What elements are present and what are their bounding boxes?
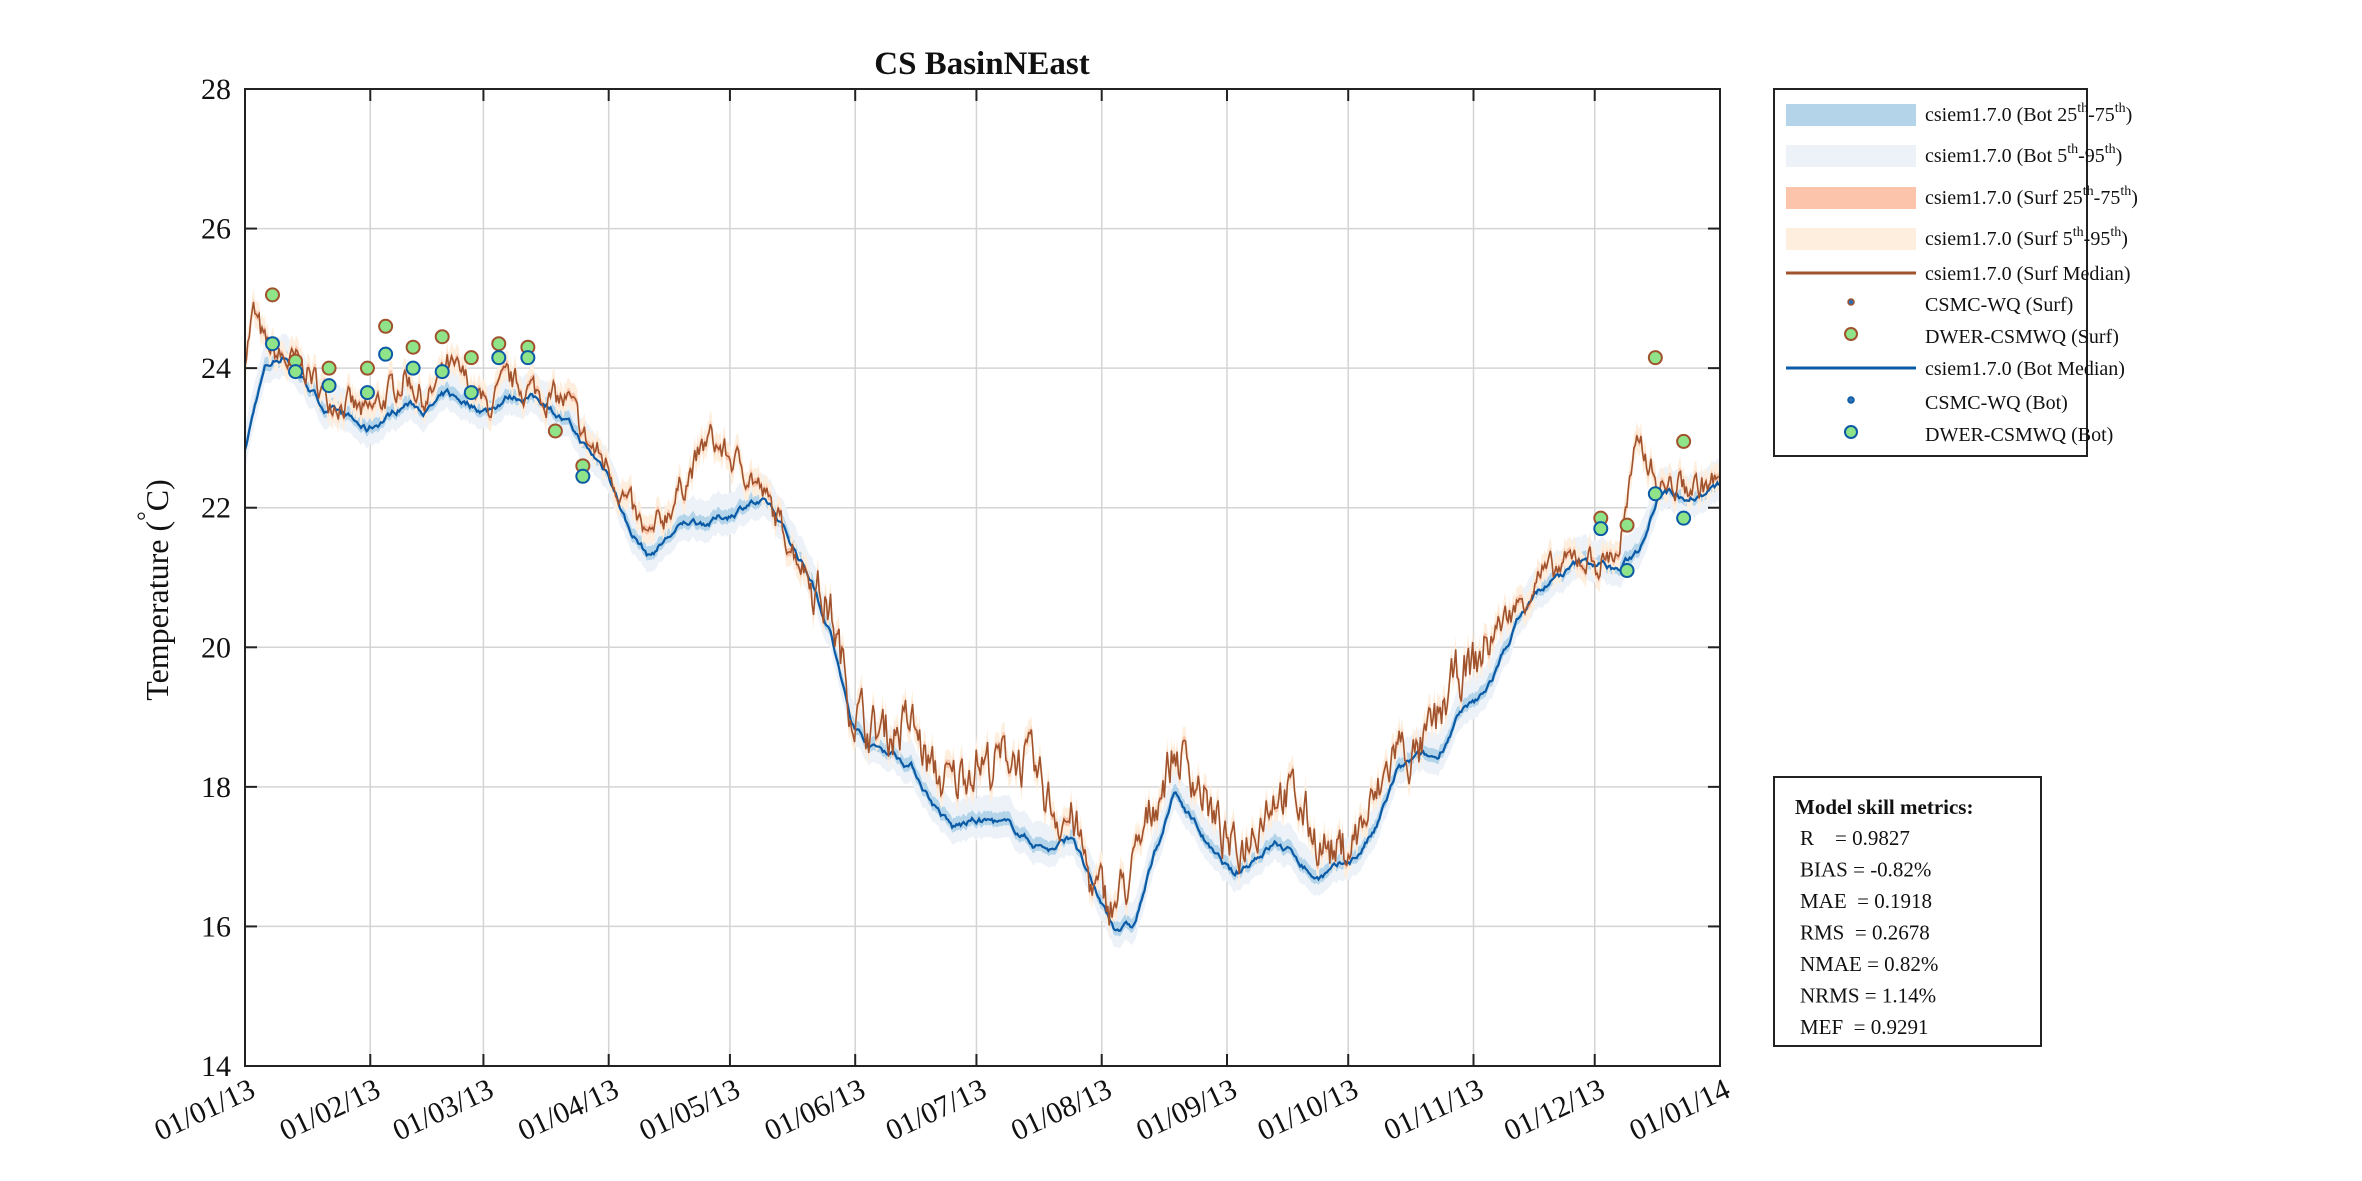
legend-marker: [1847, 298, 1855, 306]
dwer-surf-point: [378, 318, 394, 334]
legend-swatch: [1786, 104, 1916, 126]
legend-label: CSMC-WQ (Bot): [1925, 392, 2068, 414]
metric-line: NRMS = 1.14%: [1800, 984, 1936, 1008]
dwer-bot-point: [359, 385, 375, 401]
y-tick-label: 16: [201, 910, 231, 943]
dwer-bot-point: [405, 360, 421, 376]
metrics-box: Model skill metrics: R = 0.9827 BIAS = -0…: [1773, 776, 2042, 1047]
metrics-title: Model skill metrics:: [1795, 795, 1973, 819]
dwer-surf-point: [491, 336, 507, 352]
dwer-bot-point: [520, 350, 536, 366]
y-tick-label: 20: [201, 631, 231, 664]
dwer-bot-point: [1647, 486, 1663, 502]
metric-line: NMAE = 0.82%: [1800, 952, 1938, 976]
dwer-bot-point: [491, 350, 507, 366]
y-tick-label: 14: [201, 1050, 231, 1083]
y-tick-label: 28: [201, 73, 231, 106]
legend-swatch: [1786, 228, 1916, 250]
dwer-bot-point: [463, 385, 479, 401]
metric-line: RMS = 0.2678: [1800, 921, 1930, 945]
legend-label: DWER-CSMWQ (Surf): [1925, 326, 2119, 348]
dwer-bot-point: [434, 364, 450, 380]
bot-25-75-band: [245, 349, 1719, 937]
y-tick-label: 18: [201, 771, 231, 804]
dwer-surf-point: [1619, 517, 1635, 533]
metric-line: BIAS = -0.82%: [1800, 858, 1931, 882]
dwer-bot-point: [575, 468, 591, 484]
dwer-surf-point: [1647, 350, 1663, 366]
plot-axes-box: [244, 88, 1721, 1067]
dwer-surf-point: [1676, 433, 1692, 449]
legend-swatch: [1786, 187, 1916, 209]
metric-line: R = 0.9827: [1800, 826, 1910, 850]
legend-item: csiem1.7.0 (Surf Median): [1786, 263, 2131, 285]
legend-label: csiem1.7.0 (Surf 25th-75th): [1925, 184, 2138, 209]
legend-item: csiem1.7.0 (Surf 5th-95th): [1786, 225, 2128, 250]
dwer-bot-point: [1676, 510, 1692, 526]
legend-label: CSMC-WQ (Surf): [1925, 294, 2073, 316]
dwer-bot-point: [264, 336, 280, 352]
y-axis-ticks: 14 16 18 20 22 24 26 28: [201, 73, 1720, 1083]
observation-points: [264, 287, 1692, 579]
y-axis-label: Temperature (°C): [134, 479, 175, 700]
dwer-bot-point: [1593, 521, 1609, 537]
dwer-surf-point: [359, 360, 375, 376]
dwer-bot-point: [378, 346, 394, 362]
legend-item: csiem1.7.0 (Bot 5th-95th): [1786, 142, 2122, 167]
chart-title: CS BasinNEast: [874, 46, 1089, 82]
dwer-surf-point: [547, 423, 563, 439]
legend: csiem1.7.0 (Bot 25th-75th) csiem1.7.0 (Bo…: [1773, 88, 2138, 457]
bot-median-line: [243, 356, 1720, 933]
legend-swatch: [1786, 145, 1916, 167]
legend-item: CSMC-WQ (Bot): [1847, 392, 2068, 414]
dwer-surf-point: [321, 360, 337, 376]
dwer-bot-point: [1619, 563, 1635, 579]
metric-line: MAE = 0.1918: [1800, 889, 1932, 913]
legend-item: csiem1.7.0 (Bot Median): [1786, 358, 2125, 380]
dwer-bot-point: [288, 364, 304, 380]
median-lines: [243, 301, 1720, 933]
surf-median-line: [244, 301, 1720, 926]
y-tick-label: 24: [201, 352, 231, 385]
legend-item: CSMC-WQ (Surf): [1847, 294, 2073, 316]
metrics-frame: [1773, 776, 2042, 1047]
legend-label: csiem1.7.0 (Surf 5th-95th): [1925, 225, 2128, 250]
legend-item: csiem1.7.0 (Bot 25th-75th): [1786, 101, 2132, 126]
y-tick-label: 22: [201, 492, 231, 525]
dwer-surf-point: [434, 329, 450, 345]
legend-label: csiem1.7.0 (Bot 25th-75th): [1925, 101, 2132, 126]
legend-label: csiem1.7.0 (Bot 5th-95th): [1925, 142, 2122, 167]
dwer-bot-point: [321, 378, 337, 394]
legend-marker: [1844, 425, 1858, 439]
legend-item: DWER-CSMWQ (Surf): [1844, 326, 2119, 348]
legend-item: DWER-CSMWQ (Bot): [1844, 424, 2113, 446]
legend-item: csiem1.7.0 (Surf 25th-75th): [1786, 184, 2138, 209]
y-tick-label: 26: [201, 213, 231, 246]
legend-label: DWER-CSMWQ (Bot): [1925, 424, 2113, 446]
legend-marker: [1847, 396, 1855, 404]
legend-label: csiem1.7.0 (Bot Median): [1925, 358, 2125, 380]
metric-line: MEF = 0.9291: [1800, 1015, 1929, 1039]
dwer-surf-point: [463, 350, 479, 366]
legend-label: csiem1.7.0 (Surf Median): [1925, 263, 2131, 285]
legend-marker: [1844, 327, 1858, 341]
dwer-surf-point: [264, 287, 280, 303]
dwer-surf-point: [405, 339, 421, 355]
